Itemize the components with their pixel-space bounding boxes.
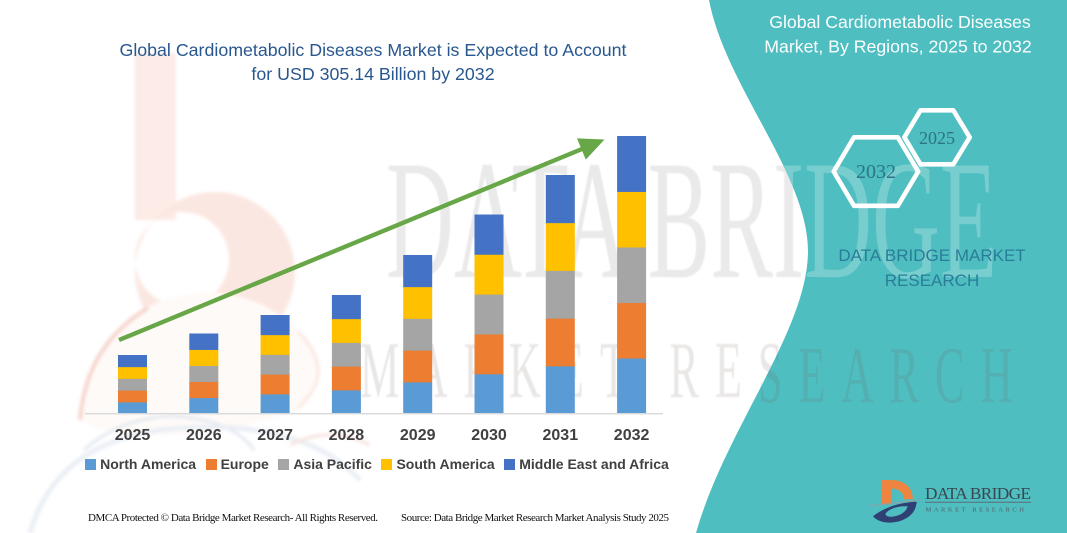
svg-text:Source: Data Bridge Market Res: Source: Data Bridge Market Research Mark… [401,512,670,524]
svg-text:DMCA Protected © Data Bridge M: DMCA Protected © Data Bridge Market Rese… [88,512,378,524]
svg-text:2031: 2031 [543,427,579,444]
svg-text:Global Cardiometabolic Disease: Global Cardiometabolic Diseases [769,12,1031,32]
svg-text:DATA BRIDGE: DATA BRIDGE [925,484,1031,503]
svg-text:2027: 2027 [257,427,293,444]
svg-text:Market, By Regions, 2025 to 20: Market, By Regions, 2025 to 2032 [764,37,1031,57]
svg-text:2025: 2025 [919,128,955,148]
svg-text:2032: 2032 [856,161,896,183]
svg-text:2026: 2026 [186,427,222,444]
svg-text:2029: 2029 [400,427,436,444]
svg-text:2030: 2030 [471,427,507,444]
svg-text:MARKET RESEARCH: MARKET RESEARCH [360,330,1029,419]
svg-text:DATA BRIDGE MARKET: DATA BRIDGE MARKET [838,246,1025,265]
svg-text:2025: 2025 [115,427,151,444]
svg-text:MARKET RESEARCH: MARKET RESEARCH [926,507,1027,514]
svg-text:2028: 2028 [329,427,365,444]
svg-text:2032: 2032 [614,427,650,444]
svg-text:RESEARCH: RESEARCH [885,271,979,290]
